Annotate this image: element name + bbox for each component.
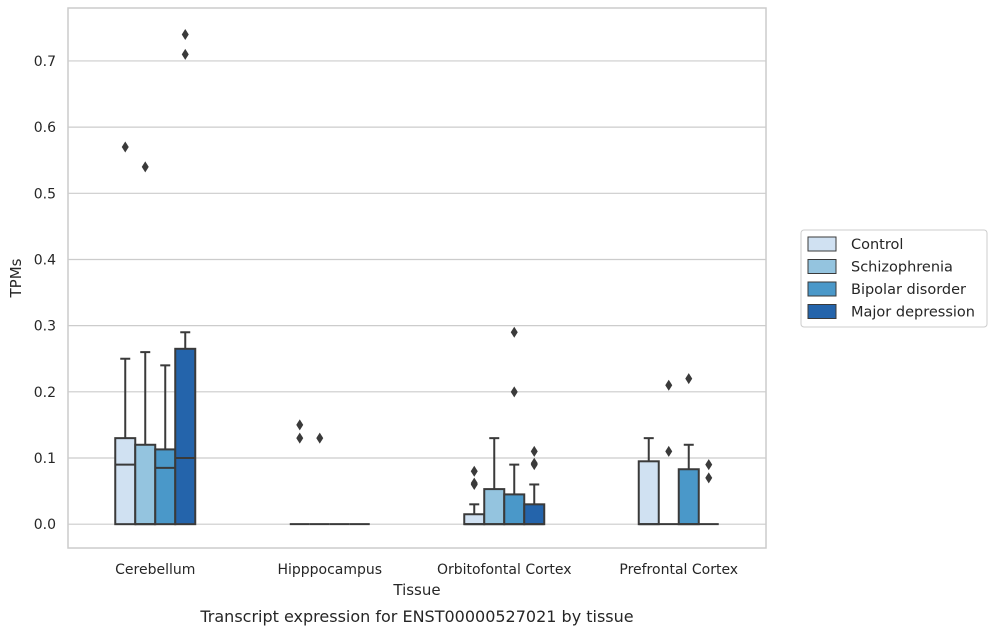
box-3-3 (698, 459, 719, 526)
figure-caption: Transcript expression for ENST0000052702… (199, 607, 633, 626)
box-2-2 (503, 326, 526, 526)
box-body (677, 468, 700, 526)
x-tick-label-0: Cerebellum (115, 562, 195, 578)
box-body (637, 460, 660, 526)
box-2-3 (523, 445, 546, 526)
box-0-1 (134, 161, 157, 526)
x-tick-label-2: Orbitofontal Cortex (437, 562, 572, 578)
outlier-point-0 (141, 161, 149, 173)
outlier-point-1 (705, 459, 713, 471)
legend-label-3: Major depression (851, 305, 975, 321)
outlier-point-2 (530, 445, 538, 457)
box-body (463, 513, 486, 526)
outlier-point-0 (121, 141, 129, 153)
y-tick-label-0: 0.0 (34, 517, 56, 533)
outlier-point-1 (470, 477, 478, 489)
y-tick-label-4: 0.4 (34, 252, 56, 268)
x-tick-label-1: Hipppocampus (277, 562, 382, 578)
box-3-1 (658, 379, 679, 526)
box-3-2 (677, 373, 700, 526)
outlier-point-0 (316, 432, 324, 444)
y-tick-label-1: 0.1 (34, 451, 56, 467)
box-2-1 (483, 437, 506, 526)
outlier-point-0 (685, 373, 693, 385)
legend: Control Schizophrenia Bipolar disorder Majo… (800, 229, 988, 328)
box-body (503, 493, 526, 526)
y-axis-title: TPMs (7, 258, 25, 298)
box-body (483, 488, 506, 526)
legend-label-1: Schizophrenia (851, 260, 953, 276)
box-1-1 (309, 432, 330, 526)
outlier-point-1 (530, 457, 538, 469)
legend-label-2: Bipolar disorder (851, 282, 966, 298)
outlier-point-0 (181, 48, 189, 60)
box-0-2 (154, 364, 177, 526)
legend-label-0: Control (851, 237, 903, 253)
y-axis-ticks: 0.0 0.1 0.2 0.3 0.4 0.5 0.6 0.7 (34, 54, 56, 533)
y-tick-label-7: 0.7 (34, 54, 56, 70)
outlier-point-1 (510, 326, 518, 338)
box-2-0 (463, 465, 486, 526)
outlier-point-0 (296, 432, 304, 444)
legend-swatch-0 (807, 236, 837, 252)
y-tick-label-2: 0.2 (34, 385, 56, 401)
outlier-point-0 (665, 445, 673, 457)
outlier-point-1 (665, 379, 673, 391)
box-0-0 (114, 141, 137, 526)
y-tick-label-3: 0.3 (34, 319, 56, 335)
box-body (523, 503, 546, 526)
outlier-point-0 (705, 472, 713, 484)
y-tick-label-5: 0.5 (34, 186, 56, 202)
outlier-point-1 (296, 419, 304, 431)
plot-frame (67, 7, 767, 549)
x-tick-label-3: Prefrontal Cortex (619, 562, 738, 578)
box-body (134, 443, 157, 526)
box-body (114, 437, 137, 526)
y-tick-label-6: 0.6 (34, 120, 56, 136)
outlier-point-1 (181, 28, 189, 40)
legend-swatch-3 (807, 304, 837, 319)
box-body (174, 347, 197, 526)
box-3-0 (637, 437, 660, 526)
box-1-0 (289, 419, 310, 526)
outlier-point-0 (510, 386, 518, 398)
outlier-point-2 (470, 465, 478, 477)
legend-frame (800, 229, 988, 328)
box-body (154, 448, 177, 526)
x-axis-ticks: Cerebellum Hipppocampus Orbitofontal Corte… (115, 562, 738, 578)
legend-swatch-1 (807, 259, 837, 274)
box-0-3 (174, 28, 197, 526)
legend-swatch-2 (807, 281, 837, 297)
box-groups (114, 28, 719, 526)
x-axis-title: Tissue (392, 581, 440, 599)
